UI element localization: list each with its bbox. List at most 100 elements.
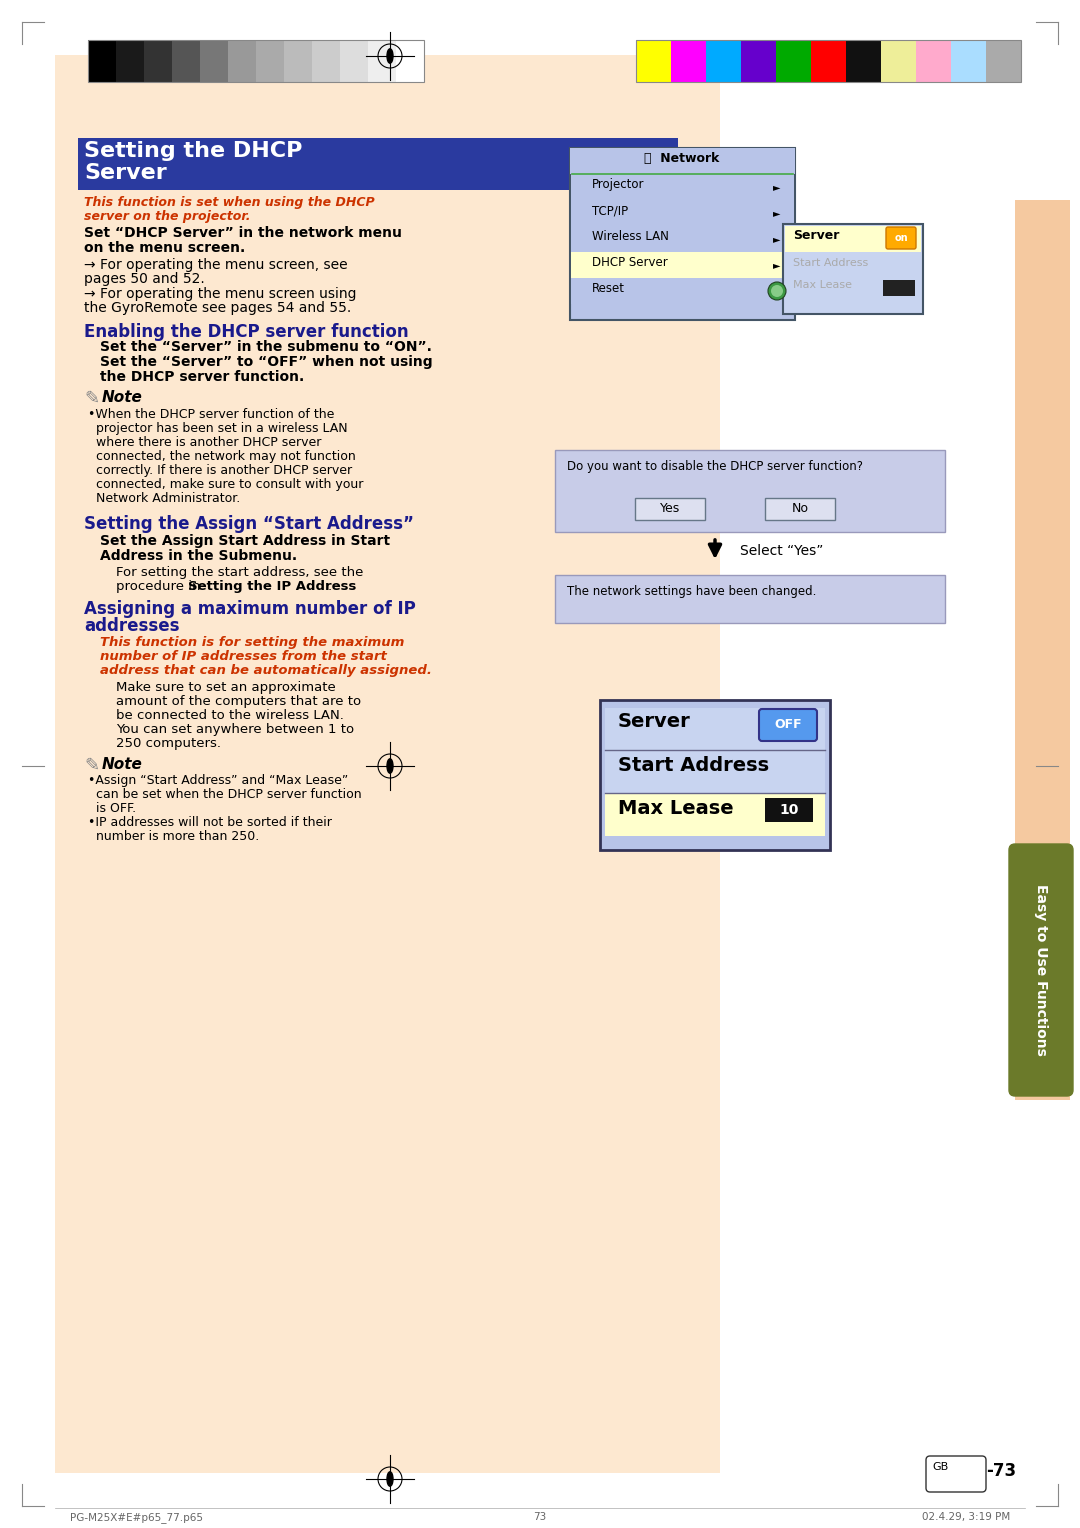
Text: Select “Yes”: Select “Yes” <box>740 544 823 558</box>
Text: Projector: Projector <box>592 177 645 191</box>
Text: Easy to Use Functions: Easy to Use Functions <box>1034 885 1048 1056</box>
Text: •Assign “Start Address” and “Max Lease”: •Assign “Start Address” and “Max Lease” <box>87 775 348 787</box>
Ellipse shape <box>387 1471 393 1487</box>
Text: 🖥  Network: 🖥 Network <box>645 151 719 165</box>
Text: The network settings have been changed.: The network settings have been changed. <box>567 585 816 597</box>
Bar <box>555 575 945 623</box>
Text: .: . <box>328 581 333 593</box>
FancyBboxPatch shape <box>1009 843 1074 1096</box>
Text: ✎: ✎ <box>84 756 99 775</box>
Bar <box>228 40 256 83</box>
Bar <box>636 40 671 83</box>
Bar <box>570 148 795 319</box>
Text: Set the Assign Start Address in Start: Set the Assign Start Address in Start <box>100 533 390 549</box>
Bar <box>571 200 794 226</box>
Text: Server: Server <box>793 229 839 241</box>
Bar <box>671 40 706 83</box>
Text: correctly. If there is another DHCP server: correctly. If there is another DHCP serv… <box>87 465 352 477</box>
Text: 02.4.29, 3:19 PM: 02.4.29, 3:19 PM <box>921 1513 1010 1522</box>
Text: the GyroRemote see pages 54 and 55.: the GyroRemote see pages 54 and 55. <box>84 301 351 315</box>
Text: Reset: Reset <box>592 283 625 295</box>
Text: Address in the Submenu.: Address in the Submenu. <box>100 549 297 562</box>
Text: on: on <box>894 232 908 243</box>
Text: 73: 73 <box>534 1513 546 1522</box>
Ellipse shape <box>387 759 393 773</box>
Text: Setting the Assign “Start Address”: Setting the Assign “Start Address” <box>84 515 414 533</box>
Text: •IP addresses will not be sorted if their: •IP addresses will not be sorted if thei… <box>87 816 332 830</box>
Text: ►: ► <box>773 234 781 244</box>
Bar <box>777 40 811 83</box>
Bar <box>605 795 825 836</box>
Text: number is more than 250.: number is more than 250. <box>87 830 259 843</box>
Text: addresses: addresses <box>84 617 179 636</box>
Text: •When the DHCP server function of the: •When the DHCP server function of the <box>87 408 335 422</box>
Text: For setting the start address, see the: For setting the start address, see the <box>116 565 363 579</box>
Bar <box>1015 200 1070 1100</box>
Text: Set the “Server” to “OFF” when not using: Set the “Server” to “OFF” when not using <box>100 354 433 368</box>
Text: the DHCP server function.: the DHCP server function. <box>100 370 305 384</box>
Text: You can set anywhere between 1 to: You can set anywhere between 1 to <box>116 723 354 736</box>
Text: Make sure to set an approximate: Make sure to set an approximate <box>116 681 336 694</box>
Bar <box>555 451 945 532</box>
FancyBboxPatch shape <box>759 709 816 741</box>
Bar <box>571 252 794 278</box>
Text: connected, make sure to consult with your: connected, make sure to consult with you… <box>87 478 363 490</box>
Bar <box>78 138 678 189</box>
Text: Do you want to disable the DHCP server function?: Do you want to disable the DHCP server f… <box>567 460 863 474</box>
Text: Server: Server <box>618 712 691 730</box>
Text: 10: 10 <box>780 804 799 817</box>
Bar <box>881 40 916 83</box>
Text: Start Address: Start Address <box>793 258 868 267</box>
Text: 250 computers.: 250 computers. <box>116 736 221 750</box>
Bar <box>883 280 915 296</box>
Text: pages 50 and 52.: pages 50 and 52. <box>84 272 205 286</box>
Bar <box>765 498 835 520</box>
Text: is OFF.: is OFF. <box>87 802 136 814</box>
Text: OFF: OFF <box>774 718 801 732</box>
Bar <box>284 40 312 83</box>
Text: DHCP Server: DHCP Server <box>592 257 667 269</box>
Bar <box>846 40 881 83</box>
Bar <box>636 40 1021 83</box>
Text: projector has been set in a wireless LAN: projector has been set in a wireless LAN <box>87 422 348 435</box>
Text: server on the projector.: server on the projector. <box>84 209 251 223</box>
Text: Network Administrator.: Network Administrator. <box>87 492 240 504</box>
Text: -73: -73 <box>986 1462 1016 1481</box>
Bar <box>783 225 923 313</box>
Text: No: No <box>792 503 809 515</box>
Bar <box>951 40 986 83</box>
Text: Setting the IP Address: Setting the IP Address <box>188 581 356 593</box>
Text: connected, the network may not function: connected, the network may not function <box>87 451 355 463</box>
Bar <box>605 750 825 793</box>
Text: Set the “Server” in the submenu to “ON”.: Set the “Server” in the submenu to “ON”. <box>100 341 432 354</box>
Bar <box>87 40 116 83</box>
Bar <box>706 40 741 83</box>
Text: procedure in: procedure in <box>116 581 205 593</box>
Bar <box>741 40 777 83</box>
Text: ►: ► <box>773 182 781 193</box>
Bar <box>116 40 144 83</box>
Text: Assigning a maximum number of IP: Assigning a maximum number of IP <box>84 601 416 617</box>
Text: ►: ► <box>773 208 781 219</box>
Bar <box>256 40 284 83</box>
Text: ►: ► <box>773 260 781 270</box>
Text: Set “DHCP Server” in the network menu: Set “DHCP Server” in the network menu <box>84 226 402 240</box>
Text: → For operating the menu screen using: → For operating the menu screen using <box>84 287 356 301</box>
Bar <box>312 40 340 83</box>
Circle shape <box>771 286 783 296</box>
Text: number of IP addresses from the start: number of IP addresses from the start <box>100 649 387 663</box>
Text: TCP/IP: TCP/IP <box>592 205 629 217</box>
Text: where there is another DHCP server: where there is another DHCP server <box>87 435 322 449</box>
Text: on the menu screen.: on the menu screen. <box>84 241 245 255</box>
Bar <box>916 40 951 83</box>
Bar <box>144 40 172 83</box>
Text: Wireless LAN: Wireless LAN <box>592 231 669 243</box>
Bar <box>605 707 825 750</box>
Bar <box>396 40 424 83</box>
Circle shape <box>768 283 786 299</box>
Text: Start Address: Start Address <box>618 756 769 775</box>
Bar <box>600 700 831 850</box>
Bar <box>200 40 228 83</box>
Bar <box>172 40 200 83</box>
Bar <box>571 278 794 304</box>
